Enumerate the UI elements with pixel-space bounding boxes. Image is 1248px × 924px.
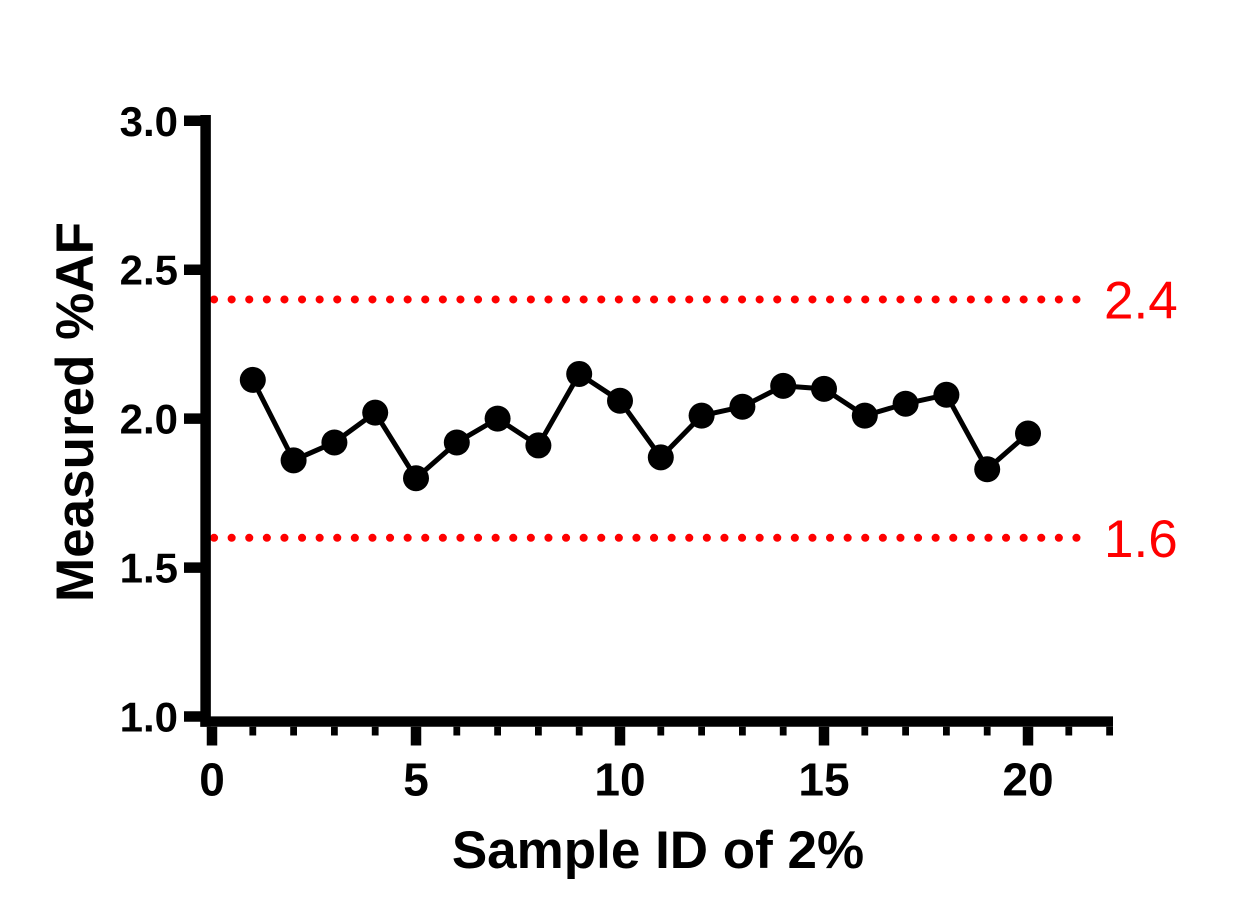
data-point xyxy=(239,366,266,393)
data-point xyxy=(443,429,470,456)
data-point xyxy=(607,387,633,414)
y-axis-tick-label: 2.5 xyxy=(120,247,178,294)
data-point xyxy=(1015,420,1041,447)
series-layer xyxy=(239,360,1041,492)
reference-line-label: 1.6 xyxy=(1104,510,1178,569)
data-point xyxy=(647,444,674,471)
x-axis-tick-label: 20 xyxy=(1002,754,1053,806)
data-point xyxy=(811,375,837,402)
data-point xyxy=(280,447,307,474)
data-point xyxy=(770,372,797,399)
axes-layer: 3.0 2.5 2.0 1.5 1.0 0 5 10 15 20 xyxy=(120,98,1113,806)
data-point xyxy=(525,432,552,459)
x-axis-tick-label: 5 xyxy=(403,754,429,806)
data-point xyxy=(362,399,389,426)
data-point xyxy=(688,402,715,429)
x-axis-tick-label: 15 xyxy=(798,754,849,806)
data-point xyxy=(851,402,878,429)
data-point xyxy=(892,390,919,417)
x-axis-tick-label: 0 xyxy=(199,754,225,806)
series-line xyxy=(250,371,1031,481)
data-point xyxy=(729,393,756,420)
data-point xyxy=(403,465,429,492)
data-point xyxy=(484,405,511,432)
x-axis-title: Sample ID of 2% xyxy=(452,821,864,880)
data-point xyxy=(566,360,593,387)
y-axis-tick-label: 3.0 xyxy=(120,98,178,145)
reference-lines-layer: 2.4 1.6 xyxy=(210,271,1178,569)
y-axis-title: Measured %AF xyxy=(46,222,105,602)
x-axis-tick-label: 10 xyxy=(594,754,645,806)
reference-line-label: 2.4 xyxy=(1104,271,1178,330)
data-point xyxy=(321,429,348,456)
data-point xyxy=(933,381,960,408)
y-axis-tick-label: 2.0 xyxy=(120,396,178,443)
y-axis-tick-label: 1.0 xyxy=(120,694,178,741)
y-axis-tick-label: 1.5 xyxy=(120,545,178,592)
data-point xyxy=(974,456,1001,483)
